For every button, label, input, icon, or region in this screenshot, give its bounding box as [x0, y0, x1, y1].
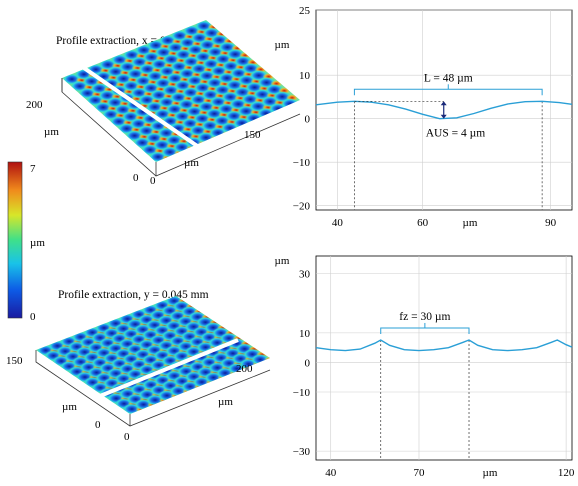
surface-plot-top: Profile extraction, x = 0.045 mm 200 µm …	[26, 20, 301, 187]
y-tick-label: −30	[293, 446, 311, 458]
x-tick-label: 90	[545, 217, 557, 229]
surface-peak	[281, 106, 294, 114]
colorbar-unit-label: µm	[30, 237, 45, 249]
surface-bottom-texture	[36, 296, 270, 414]
surface-peak	[264, 356, 270, 364]
y-tick-label: −20	[293, 201, 311, 213]
x-tick-label: 40	[332, 217, 344, 229]
y-tick-label: 0	[305, 114, 311, 126]
profile-chart-top: 40 60 90 25 10 0 −10 −20 µm µm L = 48 µm AUS = 4 µm	[275, 5, 573, 229]
x-axis-label: µm	[463, 217, 478, 229]
surface-top-zero-right: 0	[150, 175, 156, 187]
colorbar-gradient	[7, 161, 23, 319]
surface-plot-bottom: Profile extraction, y = 0.045 mm 150 µm …	[6, 289, 271, 443]
surface-top-unit-right: µm	[184, 157, 199, 169]
y-tick-label: −10	[293, 387, 311, 399]
y-tick-label: 10	[299, 70, 311, 82]
colorbar: 7 µm 0	[7, 161, 45, 323]
colorbar-min-label: 0	[30, 311, 36, 323]
surface-bottom-unit-right: µm	[218, 396, 233, 408]
surface-dimple	[281, 98, 300, 110]
surface-top-texture	[62, 20, 300, 162]
surface-top-tick-right: 150	[244, 129, 261, 141]
y-tick-label: 0	[305, 357, 311, 369]
y-tick-label: 30	[299, 269, 311, 281]
x-tick-label: 60	[417, 217, 429, 229]
surface-bottom-title: Profile extraction, y = 0.045 mm	[58, 289, 209, 301]
amplitude-arrowhead-up	[440, 101, 447, 106]
annotation-length-label: L = 48 µm	[424, 72, 473, 84]
profile-chart-bottom: 40 70 120 30 10 0 −10 −30 µm µm fz = 30 µm	[275, 255, 575, 479]
plot-area	[315, 255, 573, 461]
y-tick-label: 10	[299, 328, 311, 340]
profile-series-line	[315, 339, 573, 352]
y-tick-label: 25	[299, 5, 311, 17]
amplitude-arrowhead-down	[440, 114, 447, 119]
surface-peak	[293, 101, 300, 109]
surface-bottom-frame	[35, 350, 271, 427]
y-axis-label: µm	[275, 255, 290, 267]
surface-top-cut-line	[82, 66, 208, 154]
y-tick-label: −10	[293, 157, 311, 169]
surface-top-tick-left: 200	[26, 99, 43, 111]
annotation-feed-label: fz = 30 µm	[399, 311, 450, 323]
surface-bottom-cut-line	[99, 338, 239, 398]
surface-dimple	[251, 354, 270, 366]
surface-bottom-unit-left: µm	[62, 401, 77, 413]
surface-bottom-tick-left: 150	[6, 355, 23, 367]
x-tick-label: 70	[413, 467, 425, 479]
surface-bottom-tick-right: 200	[236, 363, 253, 375]
surface-bottom-zero-right: 0	[124, 431, 130, 443]
surface-top-zero-left: 0	[133, 172, 139, 184]
annotation-amplitude-label: AUS = 4 µm	[426, 128, 485, 140]
colorbar-max-label: 7	[30, 163, 36, 175]
surface-bottom-zero-left: 0	[95, 419, 101, 431]
x-axis-label: µm	[483, 467, 498, 479]
x-tick-label: 120	[558, 467, 575, 479]
profile-series-line	[315, 100, 573, 120]
y-axis-label: µm	[275, 39, 290, 51]
surface-top-unit-left: µm	[44, 126, 59, 138]
x-tick-label: 40	[325, 467, 337, 479]
